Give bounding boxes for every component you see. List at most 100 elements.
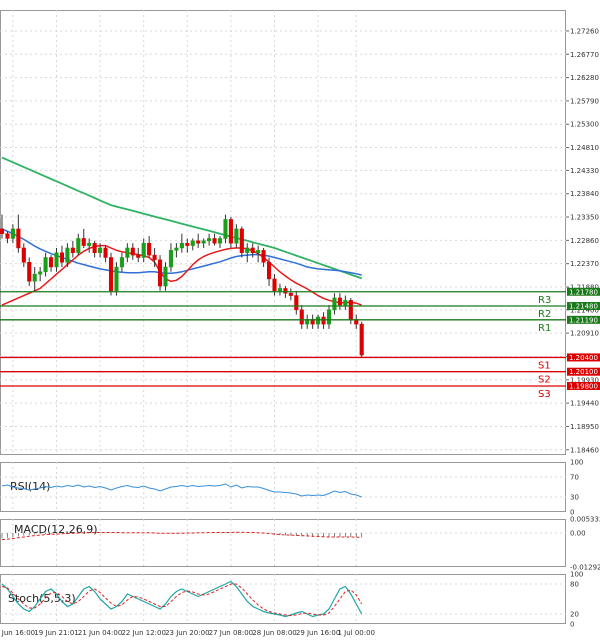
ma-slow-line [1,156,362,280]
candle-body [277,288,282,292]
pane-frame-macd [0,519,566,567]
candle-body [87,242,92,246]
candle-body [49,257,54,268]
candle-body [168,250,173,268]
candle-body [21,247,26,263]
candle-body [190,240,195,246]
level-name-s3: S3 [538,389,551,400]
level-price-label: 1.20100 [569,368,598,376]
time-tick-label: 28 Jun 08:00 [252,629,296,637]
time-tick-label: 18 Jun 16:00 [0,629,35,637]
macd-tick-label: 0.005332 [570,516,600,524]
level-price-badge [567,302,600,311]
candle-body [272,278,277,292]
level-price-badge [567,315,600,324]
candle-body [174,247,179,251]
level-name-r3: R3 [538,295,551,306]
candle-body [152,254,157,261]
macd-pane: MACD(12,26,9) [1,523,363,541]
candle-body [212,238,217,244]
time-tick-label: 19 Jun 21:01 [34,629,78,637]
level-price-label: 1.21780 [569,288,598,296]
price-tick-label: 1.22860 [570,237,599,245]
candle-body [217,238,223,244]
time-tick-label: 21 Jun 04:00 [78,629,122,637]
time-tick-label: 23 Jun 20:00 [165,629,209,637]
price-tick-label: 1.21880 [570,283,599,291]
stoch-pane-title: Stoch(5,5,3) [8,592,76,605]
candle-body [316,316,321,325]
level-name-r2: R2 [538,309,551,320]
candle-body [267,261,272,280]
price-tick-label: 1.27260 [570,27,599,35]
grid-layer [0,10,566,624]
candle-body [359,323,364,356]
rsi-tick-label: 30 [570,494,579,502]
candle-body [0,228,5,234]
price-tick-label: 1.24330 [570,167,599,175]
pane-frame-rsi [0,462,566,512]
candle-body [239,228,244,253]
candle-body [59,252,65,263]
level-price-badge [567,287,600,296]
price-tick-label: 1.24810 [570,144,599,152]
price-tick-label: 1.21400 [570,306,599,314]
candle-body [130,247,135,256]
rsi-pane: RSI(14) [1,480,362,498]
level-price-label: 1.19800 [569,382,598,390]
pane-frame-stoch [0,574,566,624]
level-name-s1: S1 [538,360,551,371]
price-tick-label: 1.23840 [570,190,599,198]
rsi-line [1,483,362,498]
candle-body [147,242,152,256]
level-name-r1: R1 [538,323,551,334]
level-name-s2: S2 [538,375,551,386]
candle-body [27,261,32,282]
rsi-tick-label: 0 [570,509,574,517]
candle-body [54,252,59,268]
price-tick-label: 1.20910 [570,330,599,338]
candle-body [125,247,130,258]
candle-body [81,238,86,246]
macd-pane-title: MACD(12,26,9) [14,523,98,536]
macd-tick-label: -0.012929 [570,564,600,572]
candle-body [321,316,326,325]
level-price-label: 1.21190 [569,316,598,324]
candle-body [185,242,190,246]
candle-body [228,219,233,244]
price-tick-label: 1.18950 [570,423,599,431]
candle-body [38,271,43,275]
time-tick-label: 22 Jun 12:00 [121,629,165,637]
candle-body [234,228,239,244]
candle-body [119,257,124,268]
candle-body [288,292,293,296]
candle-body [250,247,255,253]
rsi-tick-label: 70 [570,474,579,482]
macd-signal-line [1,531,362,541]
level-price-label: 1.20400 [569,354,598,362]
level-price-badge [567,353,600,362]
time-tick-label: 29 Jun 16:00 [296,629,340,637]
stoch-tick-label: 100 [570,571,583,579]
candle-body [163,266,168,287]
candle-body [294,295,299,311]
candle-body [245,247,250,253]
candle-body [108,257,114,292]
stoch-signal-line [1,583,363,617]
candle-body [5,233,10,239]
price-tick-label: 1.19440 [570,400,599,408]
price-tick-label: 1.18460 [570,446,599,454]
candle-body [136,254,141,258]
candle-body [343,300,348,306]
rsi-tick-label: 100 [570,459,583,467]
stoch-tick-label: 80 [570,581,579,589]
candle-body [261,250,266,263]
stoch-tick-label: 20 [570,611,579,619]
candle-body [196,240,201,244]
candle-body [337,297,342,306]
candle-body [32,273,37,282]
candle-body [299,309,304,325]
candle-body [98,247,103,253]
